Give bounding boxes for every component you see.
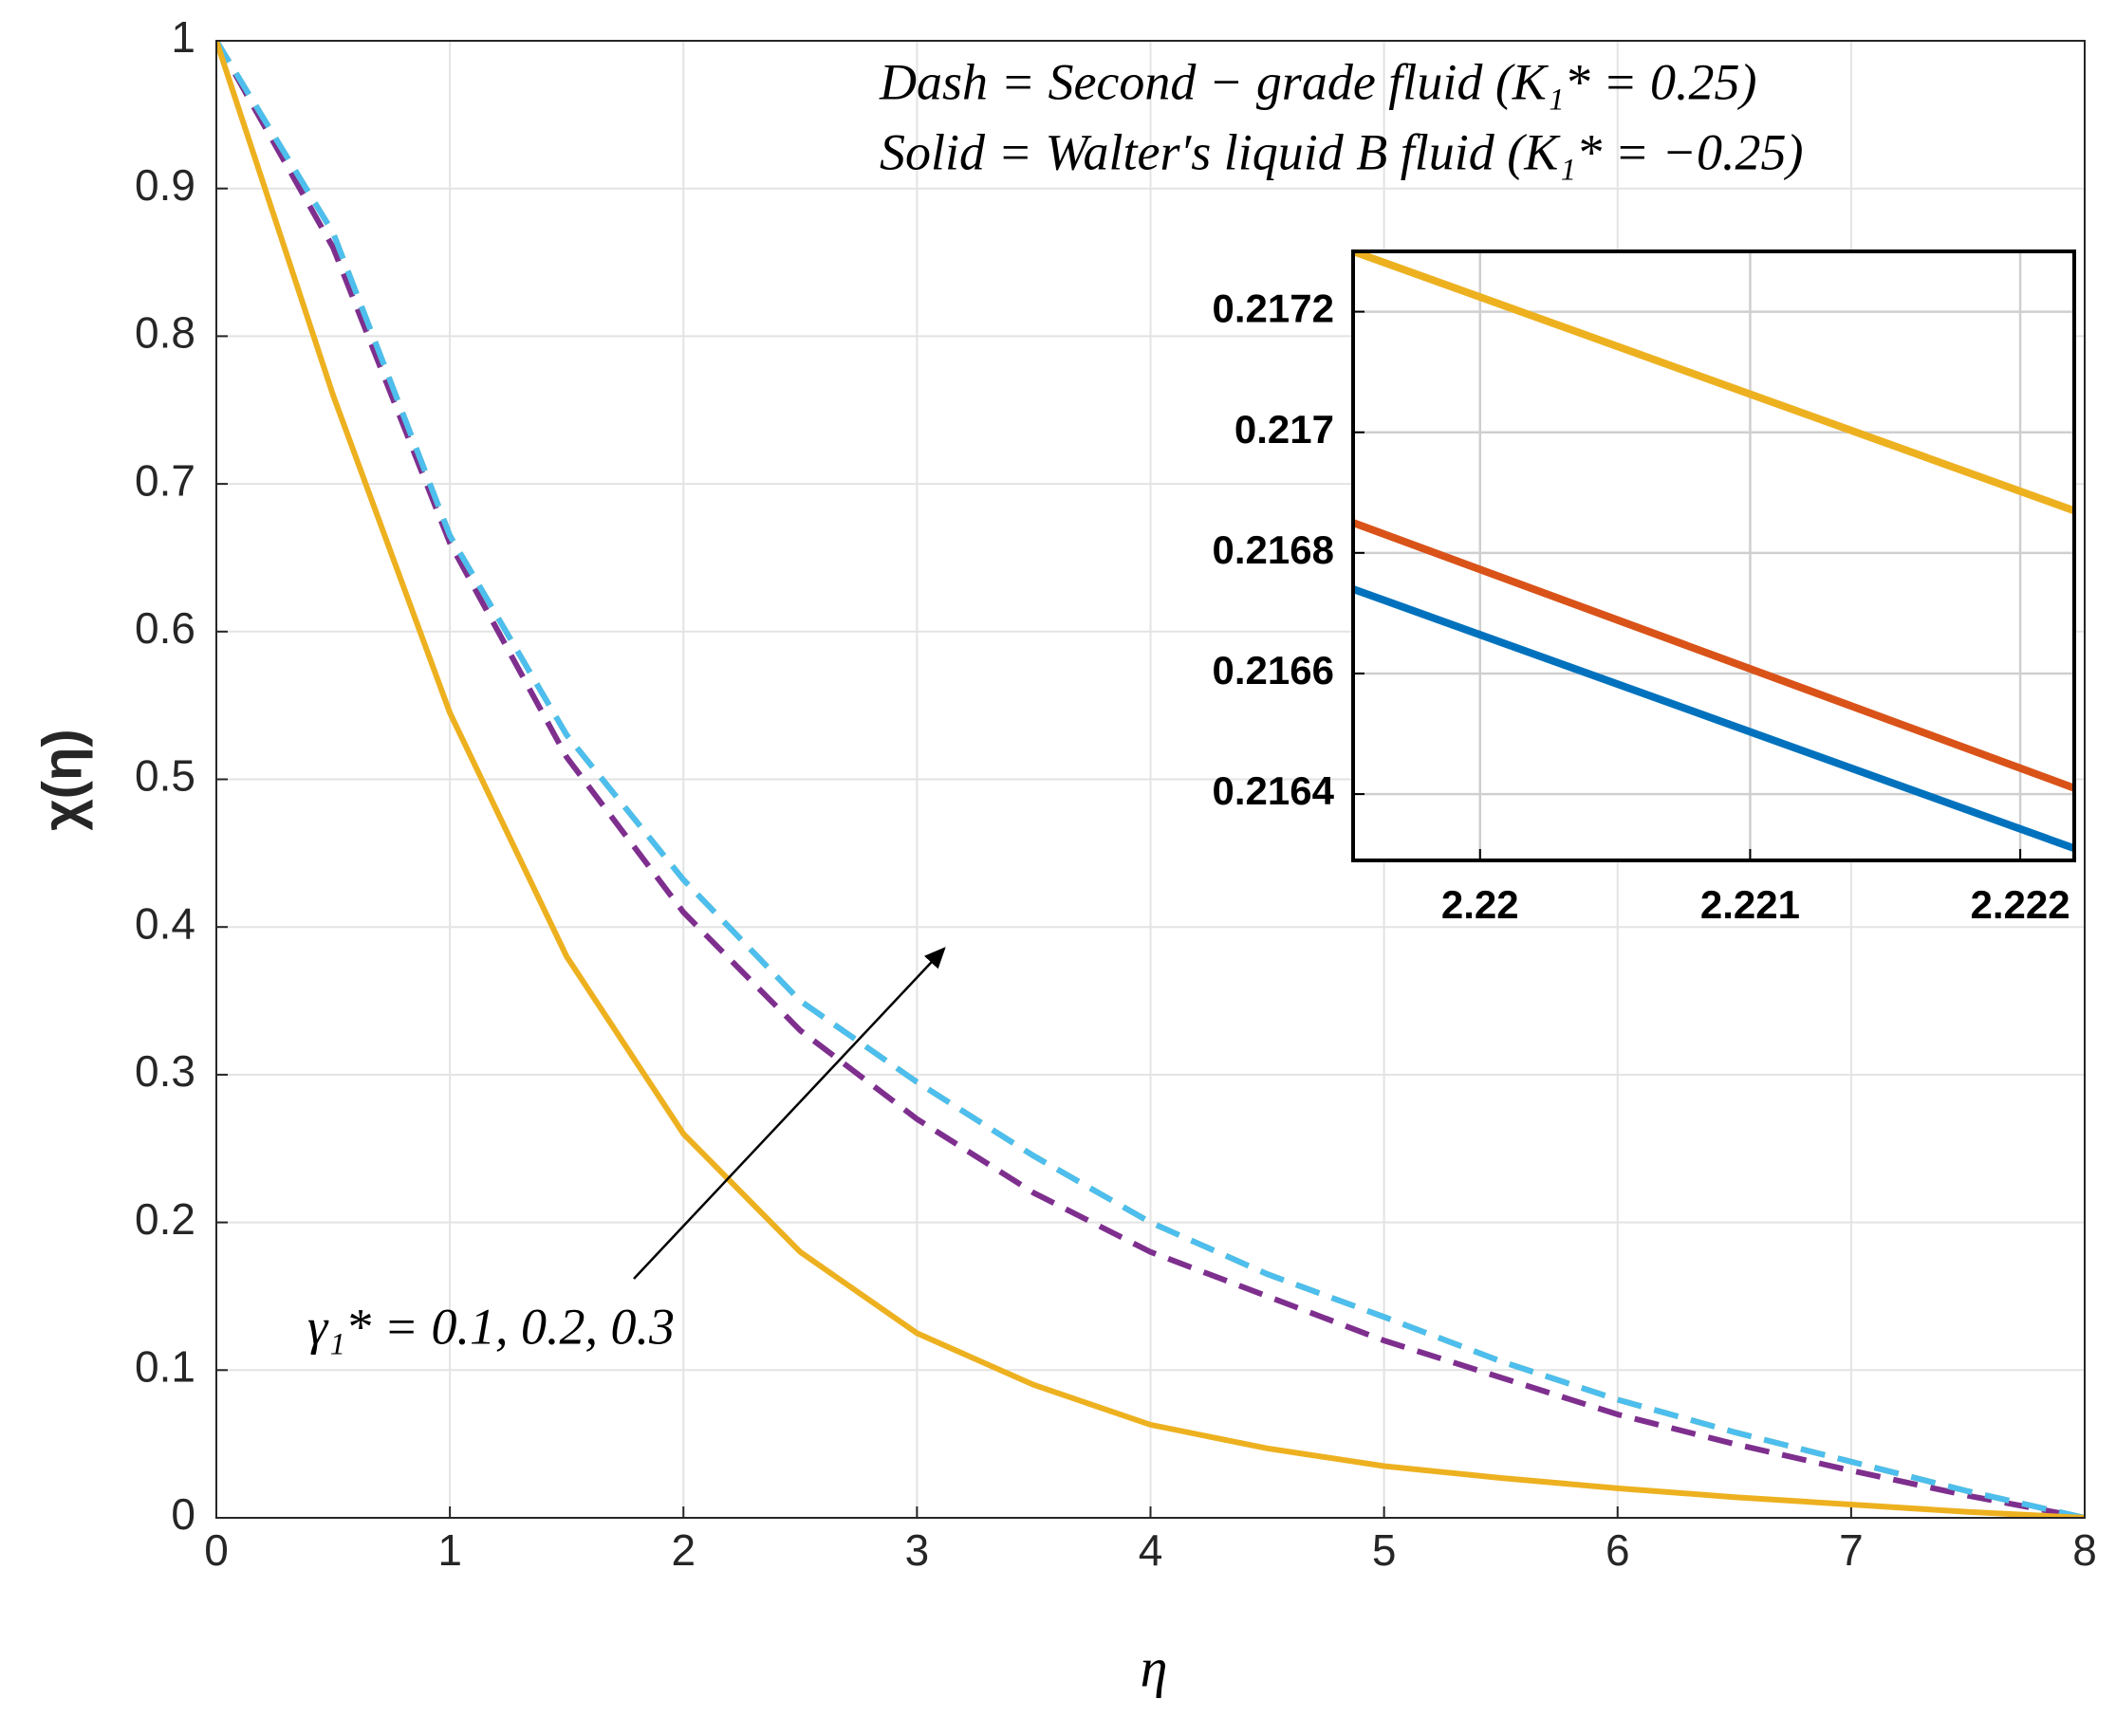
y-tick-label: 0.2172 <box>1213 286 1334 331</box>
axes-frame <box>1351 249 2076 862</box>
data-line <box>216 41 2085 1518</box>
y-tick-label: 0.5 <box>135 751 195 801</box>
x-tick-label: 2.221 <box>1700 882 1800 927</box>
y-tick-label: 0.9 <box>135 160 195 210</box>
x-tick-label: 6 <box>1606 1525 1630 1575</box>
annotation: γ₁* = 0.1, 0.2, 0.3 <box>307 1298 675 1355</box>
y-tick-label: 0.6 <box>135 603 195 653</box>
y-tick-label: 0.8 <box>135 308 195 358</box>
y-tick-label: 0.1 <box>135 1341 195 1391</box>
x-axis-label: η <box>1141 1636 1168 1698</box>
x-tick-label: 4 <box>1139 1525 1163 1575</box>
annotation: Solid = Walter′s liquid B fluid (K₁* = −… <box>880 123 1803 180</box>
data-line <box>1353 585 2074 853</box>
x-tick-label: 3 <box>905 1525 930 1575</box>
y-tick-label: 0.3 <box>135 1046 195 1096</box>
inset-plot: 2.22 2.221 2.222 0.2164 0.2166 0.2168 0.217 0.2… <box>1213 249 2076 927</box>
plot-area <box>1353 251 2074 860</box>
x-tick-label: 7 <box>1839 1525 1864 1575</box>
x-tick-label: 2.222 <box>1971 882 2070 927</box>
x-tick-label: 2.22 <box>1441 882 1519 927</box>
data-line <box>216 41 2085 1518</box>
y-axis-label: χ(η) <box>31 729 93 830</box>
y-tick-label: 0 <box>171 1489 195 1539</box>
y-tick-label: 0.2 <box>135 1194 195 1244</box>
axes-frame <box>215 40 2086 1519</box>
x-tick-label: 5 <box>1372 1525 1397 1575</box>
data-line <box>216 41 2085 1518</box>
x-tick-label: 0 <box>204 1525 229 1575</box>
y-tick-label: 0.2164 <box>1213 768 1335 813</box>
data-line <box>1353 251 2074 515</box>
annotation: Dash = Second − grade fluid (K₁* = 0.25) <box>879 53 1757 110</box>
y-tick-label: 0.217 <box>1234 407 1334 452</box>
x-tick-label: 1 <box>437 1525 462 1575</box>
y-tick-label: 0.2166 <box>1213 648 1334 693</box>
x-tick-label: 8 <box>2072 1525 2097 1575</box>
data-line <box>1353 519 2074 792</box>
x-tick-label: 2 <box>671 1525 696 1575</box>
y-tick-label: 0.4 <box>135 898 195 948</box>
y-tick-label: 1 <box>171 12 195 62</box>
y-tick-label: 0.7 <box>135 455 195 505</box>
y-tick-label: 0.2168 <box>1213 527 1334 572</box>
arrow <box>633 947 946 1280</box>
